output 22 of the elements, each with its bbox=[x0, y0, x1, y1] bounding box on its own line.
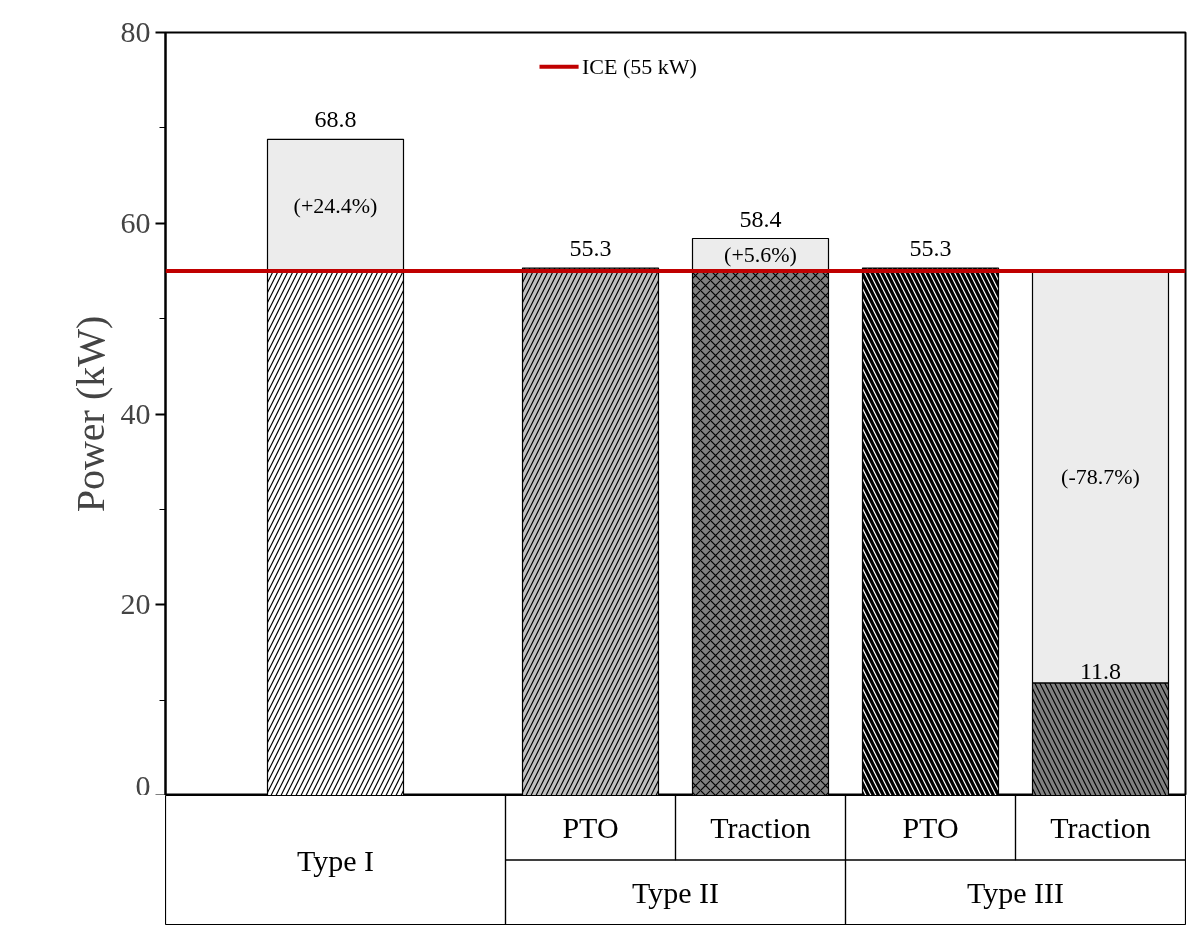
data-label: 11.8 bbox=[1079, 657, 1122, 684]
y-axis-title: Power (kW) bbox=[67, 315, 113, 513]
total-label: 68.8 bbox=[314, 106, 357, 133]
y-tick-label: 60 bbox=[120, 205, 151, 239]
y-tick-label: 80 bbox=[120, 15, 151, 48]
y-tick-label: 40 bbox=[120, 396, 151, 430]
legend-label: ICE (55 kW) bbox=[582, 54, 697, 80]
text: Type II bbox=[631, 875, 720, 909]
x-tick-label: Type I bbox=[296, 843, 375, 877]
total-label: 58.4 bbox=[739, 205, 782, 232]
annotation: (+5.6%) bbox=[724, 242, 797, 268]
annotation: (-78.7%) bbox=[1061, 464, 1140, 490]
x-tick-label: PTO bbox=[902, 811, 959, 845]
x-tick-label: PTO bbox=[562, 811, 619, 845]
text: Type III bbox=[966, 875, 1065, 909]
total-label: 55.3 bbox=[909, 235, 952, 262]
y-tick-label: 0 bbox=[135, 768, 151, 802]
x-tick-label: Traction bbox=[1050, 811, 1151, 845]
y-tick-label: 20 bbox=[120, 587, 151, 621]
total-label: 55.3 bbox=[569, 235, 612, 262]
x-tick-label: Traction bbox=[710, 811, 811, 845]
annotation: (+24.4%) bbox=[293, 192, 378, 218]
